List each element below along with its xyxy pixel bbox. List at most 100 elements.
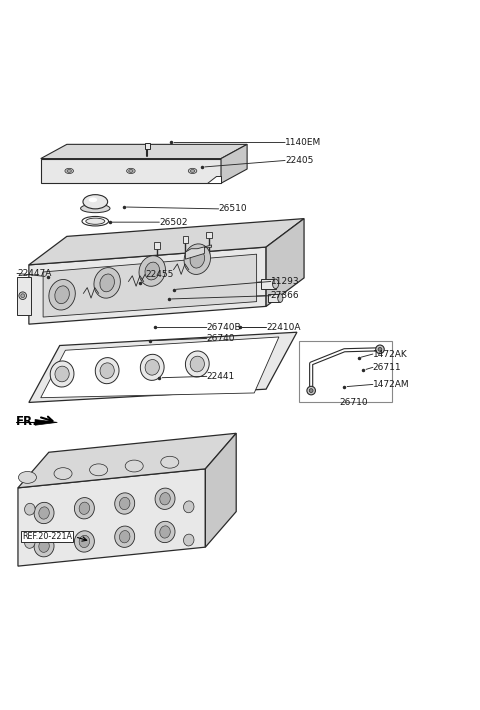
- Text: 1472AK: 1472AK: [373, 349, 408, 359]
- Polygon shape: [266, 219, 304, 307]
- Ellipse shape: [24, 537, 35, 548]
- Polygon shape: [268, 294, 280, 302]
- Ellipse shape: [273, 279, 279, 288]
- Ellipse shape: [54, 468, 72, 479]
- Polygon shape: [207, 176, 221, 183]
- Ellipse shape: [127, 168, 135, 173]
- Ellipse shape: [19, 292, 26, 300]
- Text: 22405: 22405: [285, 156, 313, 165]
- Ellipse shape: [278, 294, 283, 302]
- Ellipse shape: [34, 535, 54, 557]
- Text: 26740: 26740: [207, 334, 235, 343]
- Polygon shape: [29, 219, 304, 265]
- Ellipse shape: [191, 170, 195, 173]
- Ellipse shape: [74, 498, 95, 519]
- Polygon shape: [35, 420, 57, 425]
- Text: 26710: 26710: [340, 398, 368, 407]
- Ellipse shape: [160, 493, 170, 505]
- Ellipse shape: [94, 268, 120, 298]
- Polygon shape: [18, 433, 236, 488]
- Ellipse shape: [49, 280, 75, 310]
- Ellipse shape: [18, 471, 36, 484]
- Ellipse shape: [39, 507, 49, 519]
- Ellipse shape: [184, 244, 211, 275]
- Ellipse shape: [145, 262, 159, 280]
- Ellipse shape: [34, 503, 54, 524]
- Bar: [206, 231, 212, 239]
- Ellipse shape: [79, 535, 90, 547]
- Polygon shape: [41, 337, 279, 398]
- Ellipse shape: [309, 388, 313, 393]
- Ellipse shape: [82, 217, 108, 226]
- Ellipse shape: [115, 526, 135, 547]
- Ellipse shape: [74, 531, 95, 552]
- Ellipse shape: [145, 359, 159, 375]
- Ellipse shape: [129, 170, 133, 173]
- Ellipse shape: [86, 218, 105, 224]
- Ellipse shape: [79, 502, 90, 514]
- Polygon shape: [221, 144, 247, 183]
- Ellipse shape: [95, 358, 119, 383]
- Text: 22441: 22441: [207, 372, 235, 381]
- Ellipse shape: [120, 530, 130, 543]
- Polygon shape: [205, 433, 236, 547]
- Text: 26502: 26502: [159, 218, 188, 226]
- Ellipse shape: [125, 460, 143, 472]
- Ellipse shape: [67, 170, 72, 173]
- Text: FR.: FR.: [16, 415, 38, 428]
- Ellipse shape: [120, 498, 130, 510]
- Ellipse shape: [183, 501, 194, 513]
- Text: 27366: 27366: [271, 291, 300, 300]
- Polygon shape: [41, 144, 247, 158]
- Ellipse shape: [81, 204, 110, 213]
- Polygon shape: [18, 469, 205, 566]
- Polygon shape: [29, 332, 297, 403]
- Polygon shape: [261, 279, 276, 288]
- Text: 22410A: 22410A: [266, 323, 300, 332]
- Ellipse shape: [100, 363, 114, 378]
- Bar: [182, 236, 188, 243]
- Polygon shape: [185, 245, 212, 259]
- Bar: [154, 242, 160, 248]
- Polygon shape: [17, 277, 31, 315]
- Ellipse shape: [190, 356, 204, 372]
- Polygon shape: [43, 254, 257, 317]
- Ellipse shape: [90, 464, 108, 476]
- Ellipse shape: [161, 457, 179, 468]
- Text: 1472AM: 1472AM: [373, 380, 409, 389]
- Text: 26510: 26510: [219, 204, 247, 214]
- Polygon shape: [29, 247, 266, 324]
- Bar: [300, 341, 392, 403]
- Ellipse shape: [55, 286, 69, 304]
- Ellipse shape: [155, 488, 175, 509]
- Ellipse shape: [50, 361, 74, 387]
- Ellipse shape: [376, 345, 384, 354]
- Ellipse shape: [155, 521, 175, 542]
- Ellipse shape: [55, 366, 69, 382]
- Text: 11293: 11293: [271, 277, 300, 286]
- Text: 1140EM: 1140EM: [285, 138, 321, 147]
- Ellipse shape: [140, 354, 164, 381]
- Ellipse shape: [188, 168, 197, 173]
- Ellipse shape: [307, 386, 315, 395]
- Polygon shape: [41, 158, 221, 183]
- Ellipse shape: [21, 294, 24, 297]
- Text: REF.20-221A: REF.20-221A: [22, 532, 72, 541]
- Text: 26740B: 26740B: [207, 323, 241, 332]
- Ellipse shape: [185, 351, 209, 377]
- Bar: [144, 143, 150, 149]
- Ellipse shape: [83, 195, 108, 209]
- Text: 22455: 22455: [145, 270, 173, 279]
- Ellipse shape: [190, 250, 204, 268]
- Text: 22447A: 22447A: [17, 269, 51, 278]
- Ellipse shape: [65, 168, 73, 173]
- Ellipse shape: [378, 347, 382, 351]
- Ellipse shape: [160, 526, 170, 538]
- Ellipse shape: [139, 256, 166, 286]
- Ellipse shape: [100, 274, 114, 292]
- Ellipse shape: [183, 534, 194, 546]
- Text: 26711: 26711: [373, 363, 401, 372]
- Ellipse shape: [89, 197, 97, 202]
- Ellipse shape: [24, 503, 35, 515]
- Ellipse shape: [39, 540, 49, 552]
